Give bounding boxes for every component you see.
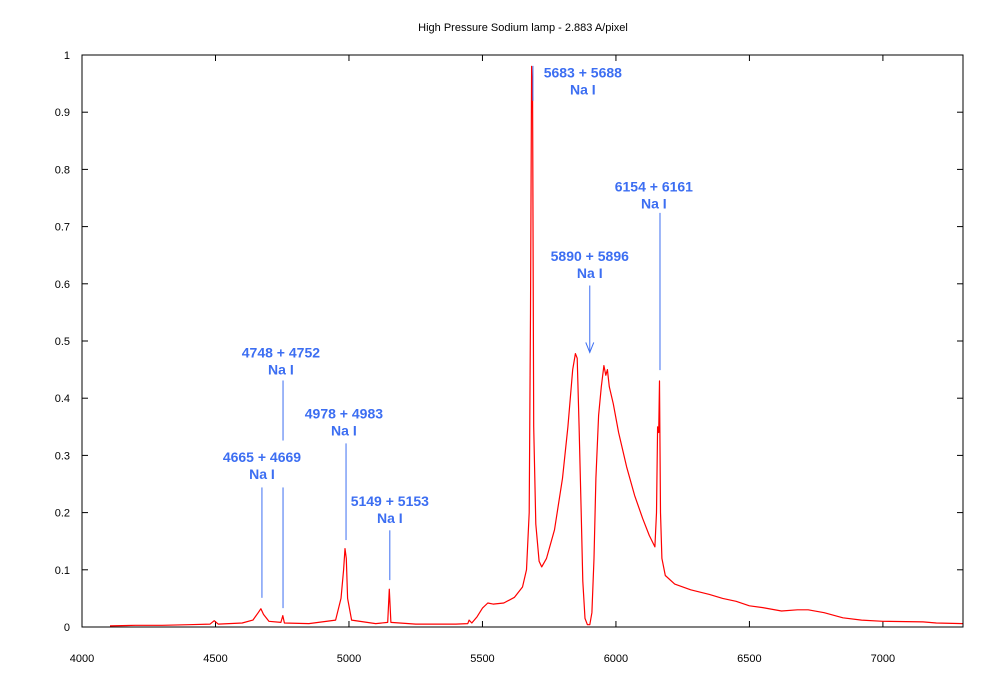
y-tick-label: 0 — [64, 622, 70, 634]
annotation-wavelengths: 5149 + 5153 — [351, 493, 429, 509]
y-tick-label: 0.1 — [55, 565, 70, 577]
y-tick-label: 0.8 — [55, 164, 70, 176]
annotation-wavelengths: 4978 + 4983 — [305, 406, 383, 422]
spectrum-line — [109, 65, 964, 627]
x-tick-label: 5000 — [337, 653, 361, 665]
annotation-ion: Na I — [249, 466, 275, 482]
annotation-ion: Na I — [377, 510, 403, 526]
axes: 4000 4500 5000 5500 6000 6500 7000 0 0.1 0.2 0.3 0.… — [55, 50, 963, 665]
chart-title: High Pressure Sodium lamp - 2.883 A/pixe… — [418, 22, 628, 34]
annotation-ion: Na I — [268, 361, 294, 377]
series-layer — [109, 65, 964, 627]
y-tick-label: 0.7 — [55, 222, 70, 234]
annotation-wavelengths: 5890 + 5896 — [551, 248, 629, 264]
y-tick-label: 1 — [64, 50, 70, 62]
annotation-wavelengths: 4665 + 4669 — [223, 449, 301, 465]
x-tick-label: 6500 — [737, 653, 761, 665]
y-tick-label: 0.3 — [55, 450, 70, 462]
y-tick-label: 0.2 — [55, 508, 70, 520]
annotation-ion: Na I — [577, 265, 603, 281]
y-tick-label: 0.6 — [55, 279, 70, 291]
annotation-ion: Na I — [641, 196, 667, 212]
arrow-head-icon — [585, 342, 595, 354]
x-tick-label: 7000 — [871, 653, 895, 665]
annotation-ion: Na I — [331, 423, 357, 439]
y-tick-label: 0.4 — [55, 393, 70, 405]
annotation-wavelengths: 4748 + 4752 — [242, 344, 320, 360]
plot-frame — [81, 54, 964, 628]
x-tick-label: 6000 — [604, 653, 628, 665]
annotation-wavelengths: 6154 + 6161 — [615, 179, 693, 195]
x-tick-label: 5500 — [470, 653, 494, 665]
y-tick-label: 0.9 — [55, 107, 70, 119]
y-tick-label: 0.5 — [55, 336, 70, 348]
x-tick-label: 4000 — [70, 653, 94, 665]
x-tick-label: 4500 — [203, 653, 227, 665]
annotation-wavelengths: 5683 + 5688 — [544, 65, 622, 81]
annotation-ion: Na I — [570, 82, 596, 98]
